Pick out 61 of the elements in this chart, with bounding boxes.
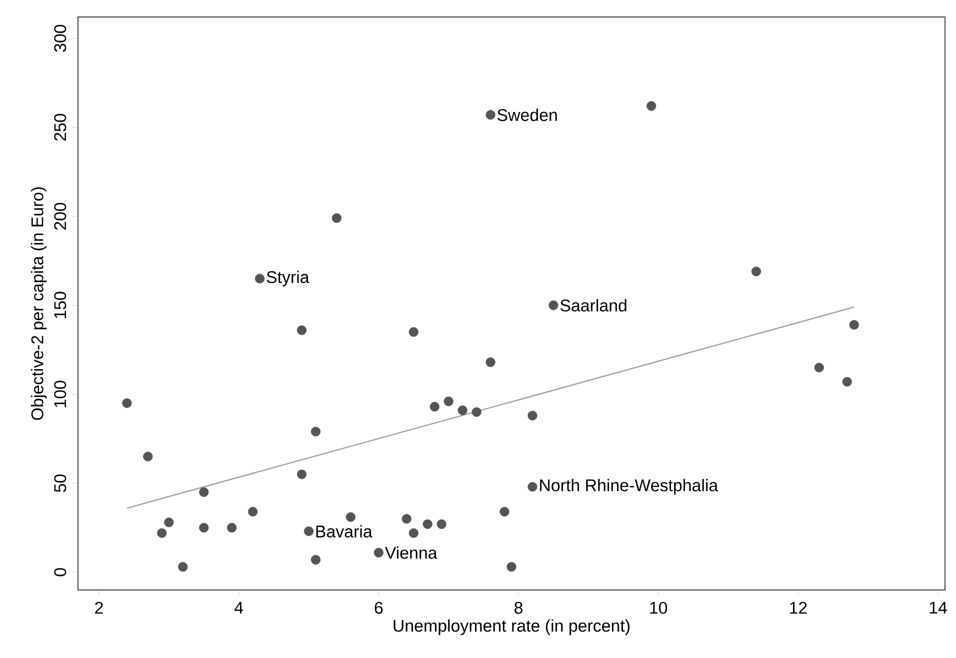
y-tick-label: 100 [54, 380, 66, 408]
point [374, 548, 384, 558]
point [248, 506, 258, 516]
point [408, 528, 418, 538]
point [500, 506, 510, 516]
point [430, 402, 440, 412]
point [296, 325, 307, 335]
point [157, 528, 167, 538]
y-tick-label: 0 [54, 568, 66, 576]
annotation: Styria [266, 270, 310, 286]
point [332, 213, 342, 223]
point [436, 519, 446, 529]
point [199, 522, 209, 533]
x-tick-label: 14 [930, 602, 947, 614]
point [486, 110, 496, 120]
point [310, 554, 321, 565]
y-tick-label: 300 [54, 24, 66, 52]
annotation: Bavaria [316, 525, 372, 538]
point [842, 376, 852, 387]
point [143, 452, 153, 462]
point [646, 101, 656, 111]
x-tick-label: 10 [650, 602, 668, 614]
point [304, 526, 314, 536]
x-tick-label: 4 [234, 602, 244, 614]
point [122, 398, 132, 408]
point [486, 357, 496, 368]
point [444, 396, 454, 406]
point [528, 482, 538, 492]
annotation: Saarland [560, 299, 626, 312]
x-tick-label: 12 [790, 602, 807, 614]
annotation: Vienna [384, 546, 438, 559]
y-tick-label: 200 [54, 202, 66, 230]
x-tick-label: 2 [95, 602, 103, 614]
y-tick-label: 50 [54, 474, 66, 492]
x-tick-label: 8 [514, 602, 522, 614]
y-axis-title: Objective-2 per capita (in Euro) [30, 187, 47, 420]
annotation: Sweden [497, 108, 557, 122]
point [402, 514, 412, 524]
point [199, 487, 209, 497]
point [227, 522, 237, 533]
x-axis-title: Unemployment rate (in percent) [394, 619, 630, 636]
point [849, 320, 859, 330]
point [408, 327, 418, 337]
point [472, 407, 482, 417]
point [422, 519, 432, 529]
annotation: North Rhine-Westphalia [540, 478, 718, 495]
x-tick-label: 6 [374, 602, 383, 614]
point [548, 300, 558, 310]
y-tick-label: 150 [54, 292, 66, 318]
point [164, 518, 174, 528]
point [528, 410, 538, 420]
y-tick-label: 250 [54, 114, 66, 141]
point [178, 562, 188, 572]
point [310, 426, 321, 436]
point [346, 512, 356, 522]
point [458, 405, 468, 416]
point [814, 362, 824, 372]
point [254, 274, 265, 284]
point [751, 266, 762, 276]
point [296, 470, 307, 480]
point [506, 562, 516, 572]
